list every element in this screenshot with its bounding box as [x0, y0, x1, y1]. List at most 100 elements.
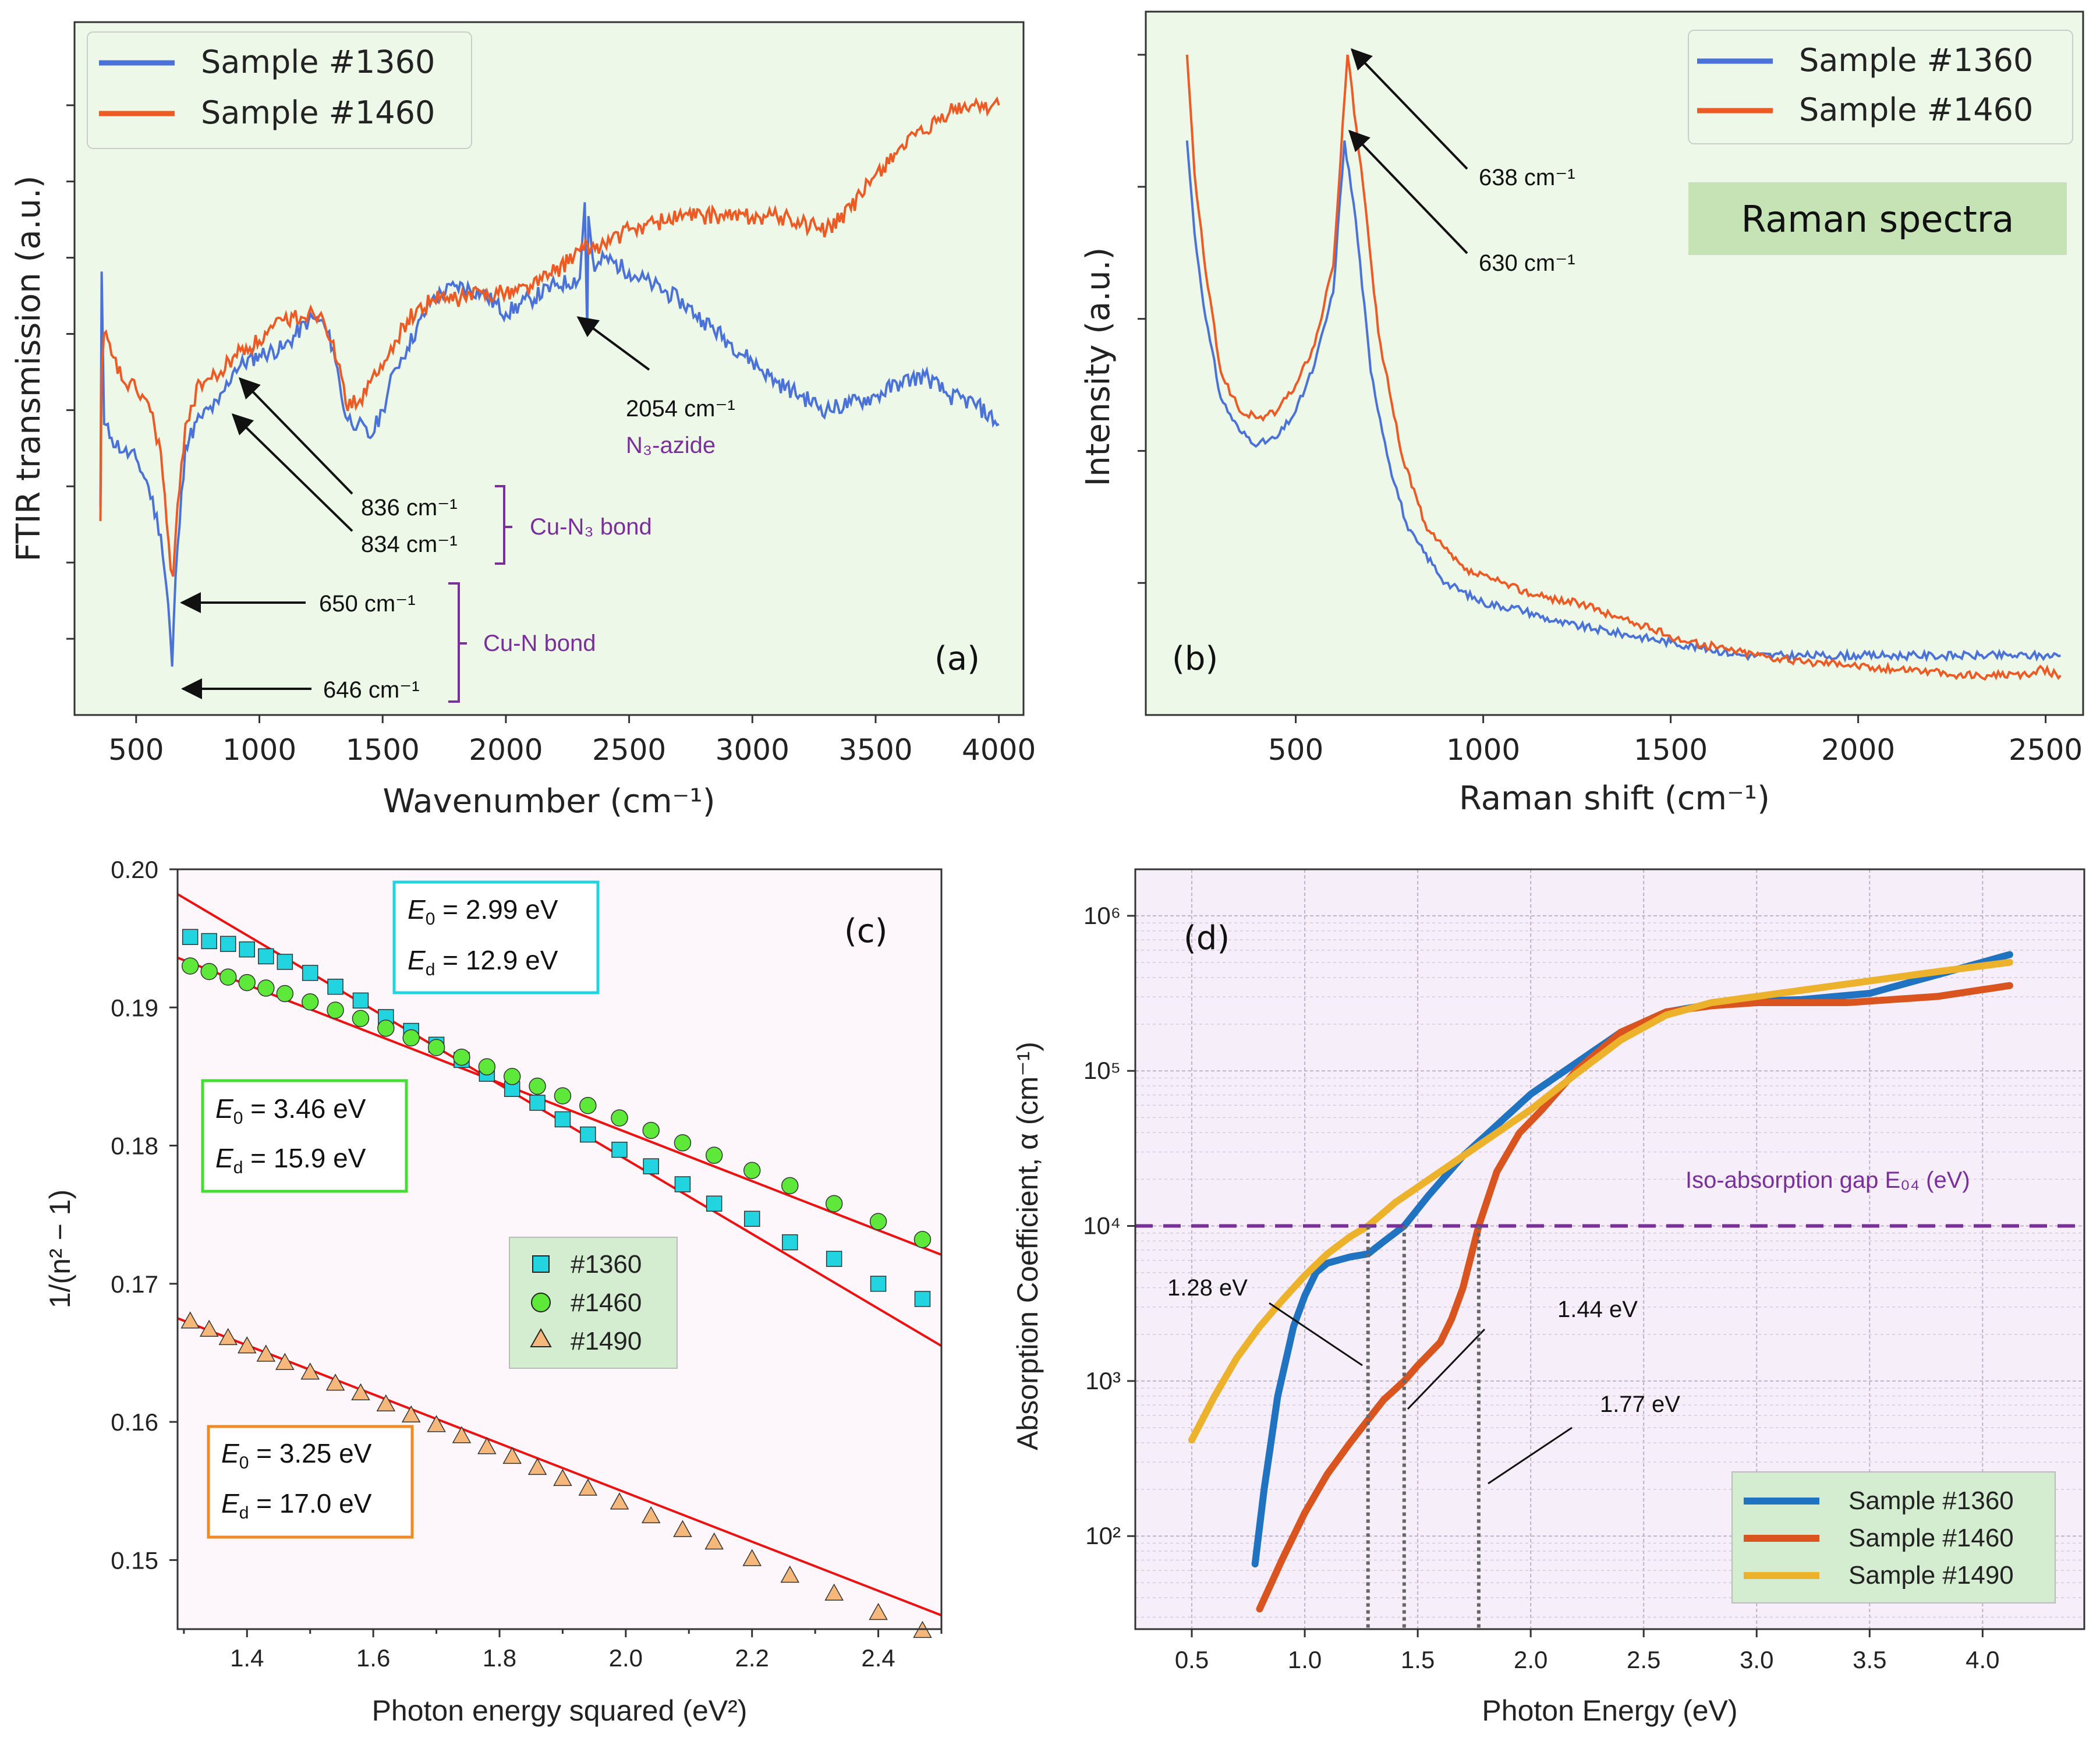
- data-point-circle: [352, 1010, 370, 1028]
- data-point-circle: [181, 957, 199, 975]
- data-point-circle: [219, 968, 237, 986]
- brace-cu-n3: [495, 485, 512, 565]
- series-line-sample1460: [99, 96, 1000, 577]
- data-point-triangle: [869, 1602, 888, 1620]
- y-tick-label: 10²: [1085, 1522, 1121, 1549]
- series-line-sample1490: [1188, 958, 2013, 1444]
- y-tick-label: 10⁴: [1083, 1212, 1121, 1240]
- legend-marker-triangle: [530, 1328, 552, 1347]
- data-point-triangle: [477, 1437, 497, 1454]
- panel-a-frame: [73, 21, 1025, 716]
- data-point-circle: [781, 1177, 799, 1195]
- data-point-circle: [554, 1087, 572, 1105]
- y-tick-label: 0.15: [111, 1546, 158, 1574]
- panel-b-frame: [1145, 10, 2084, 716]
- legend-label: #1460: [571, 1289, 642, 1317]
- panel-d-frame: [1134, 868, 2085, 1630]
- x-tick-label: 1.6: [356, 1644, 390, 1672]
- annotation-650: 650 cm⁻¹: [319, 591, 416, 617]
- e0-label: E0 = 3.25 eV: [221, 1438, 372, 1472]
- panel-d-legend: Sample #1360 Sample #1460 Sample #1490: [1731, 1471, 2056, 1604]
- marker-label: 1.77 eV: [1600, 1392, 1680, 1417]
- ed-value: 12.9 eV: [466, 945, 558, 975]
- data-point-square: [258, 948, 274, 965]
- data-point-square: [914, 1291, 931, 1307]
- legend-label: #1490: [571, 1327, 642, 1355]
- data-point-triangle: [610, 1492, 629, 1510]
- panel-b-xlabel: Raman shift (cm⁻¹): [1459, 780, 1770, 817]
- data-point-square: [580, 1126, 596, 1143]
- data-point-square: [277, 954, 293, 970]
- panel-a-xlabel: Wavenumber (cm⁻¹): [383, 783, 715, 820]
- x-tick-label: 3.5: [1853, 1646, 1886, 1673]
- legend-label: Sample #1460: [1799, 91, 2033, 128]
- x-tick-label: 500: [1268, 733, 1323, 767]
- data-point-triangle: [325, 1374, 345, 1391]
- panel-a-annotations: 2054 cm⁻¹ N₃-azide 836 cm⁻¹ 834 cm⁻¹ Cu-…: [180, 316, 735, 703]
- fit-box-1360: E0 = 2.99 eV Ed = 12.9 eV: [392, 880, 600, 994]
- data-point-triangle: [351, 1383, 370, 1401]
- series-line-sample1360: [1185, 140, 2061, 663]
- annotation-630: 630 cm⁻¹: [1479, 250, 1575, 276]
- data-point-triangle: [300, 1362, 320, 1380]
- data-point-circle: [825, 1195, 843, 1212]
- ed-label: Ed = 17.0 eV: [221, 1488, 372, 1523]
- data-point-circle: [427, 1039, 445, 1056]
- data-point-circle: [913, 1231, 932, 1248]
- x-tick-label: 1.5: [1401, 1646, 1435, 1673]
- x-tick-label: 4000: [962, 733, 1036, 767]
- data-point-square: [706, 1195, 723, 1212]
- data-point-square: [674, 1176, 691, 1192]
- panel-a-legend: Sample #1360 Sample #1460: [87, 31, 472, 149]
- data-point-triangle: [673, 1520, 692, 1537]
- legend-box: [1688, 30, 2073, 144]
- series-line-sample1460: [1256, 982, 2013, 1613]
- data-point-circle: [743, 1162, 761, 1180]
- panel-label-a: (a): [934, 640, 980, 678]
- x-tick-label: 1000: [1446, 733, 1520, 767]
- legend-label: Sample #1360: [1848, 1486, 2014, 1515]
- panel-a-ylabel: FTIR transmission (a.u.): [10, 175, 48, 561]
- fit-box-border: [207, 1425, 414, 1539]
- x-tick-label: 2.0: [609, 1644, 643, 1672]
- data-point-square: [182, 929, 199, 946]
- annotation-arrow: [1348, 129, 1468, 254]
- x-tick-label: 2000: [1821, 733, 1895, 767]
- data-point-circle: [529, 1077, 546, 1095]
- y-tick-label: 10⁵: [1083, 1057, 1121, 1084]
- data-point-circle: [276, 985, 294, 1003]
- data-point-triangle: [553, 1468, 572, 1486]
- x-tick-label: 3500: [838, 733, 912, 767]
- panel-d: 1.28 eV 1.44 eV 1.77 eV 0.5 1.0 1.5 2.0 2.5 3.0…: [1011, 868, 2085, 1727]
- panel-c-frame: [176, 868, 943, 1630]
- x-tick-label: 1500: [346, 733, 420, 767]
- marker-label: 1.44 eV: [1557, 1297, 1638, 1322]
- annotation-834: 834 cm⁻¹: [361, 532, 458, 557]
- data-point-circle: [453, 1048, 470, 1066]
- panel-label-d: (d): [1184, 919, 1230, 957]
- x-tick-label: 1.4: [230, 1644, 264, 1672]
- x-tick-label: 1500: [1634, 733, 1708, 767]
- panel-b-legend: Sample #1360 Sample #1460: [1688, 30, 2073, 144]
- annotation-2054: 2054 cm⁻¹: [626, 396, 735, 422]
- legend-label: Sample #1460: [1848, 1524, 2014, 1552]
- y-tick-label: 0.17: [111, 1270, 158, 1298]
- ed-label: Ed = 12.9 eV: [408, 945, 558, 979]
- panel-label-b: (b): [1172, 640, 1218, 678]
- legend-marker-square: [532, 1255, 550, 1273]
- brace-cu-n: [448, 582, 467, 703]
- x-tick-label: 1.0: [1288, 1646, 1322, 1673]
- y-tick-label: 0.19: [111, 994, 158, 1021]
- data-point-square: [826, 1251, 842, 1267]
- data-point-triangle: [275, 1353, 295, 1370]
- annotation-arrow: [231, 413, 353, 532]
- panel-c: 1.4 1.6 1.8 2.0 2.2 2.4 0.15 0.16 0.17 0.18 0.19 0.…: [44, 856, 943, 1727]
- panel-a: 500 1000 1500 2000 2500 3000 3500 4000 Wavenumb…: [10, 21, 1036, 820]
- series-line-sample1460: [1185, 54, 2062, 681]
- e0-value: 3.46 eV: [274, 1093, 366, 1124]
- data-point-circle: [869, 1213, 887, 1230]
- data-point-triangle: [180, 1311, 200, 1329]
- data-point-triangle: [641, 1506, 661, 1524]
- data-point-circle: [705, 1146, 723, 1164]
